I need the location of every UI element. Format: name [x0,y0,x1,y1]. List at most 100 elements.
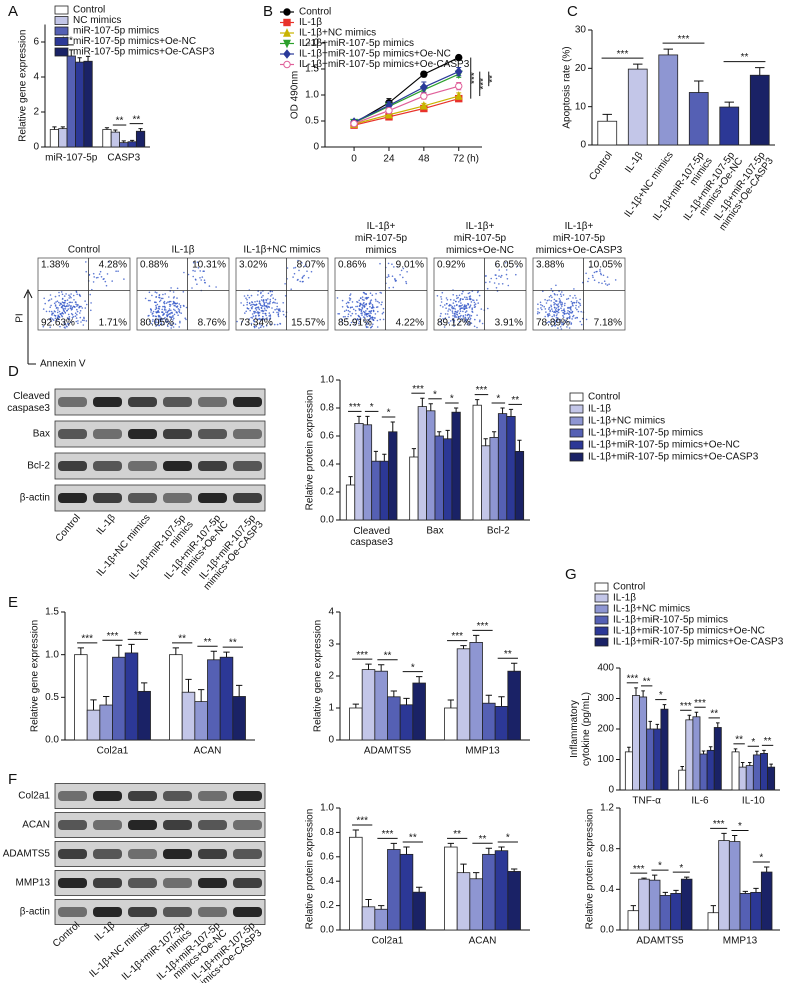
flow-dot [341,306,344,308]
y-tick-label: 1.0 [45,649,59,660]
flow-dot [441,323,443,325]
flow-dot [368,310,371,313]
error-bar [373,450,378,462]
x-tick-label: 24 [383,154,395,165]
significance-label: ** [643,677,651,688]
flow-dot [453,305,456,307]
blot-band [93,493,122,503]
flow-dot [504,262,507,264]
flow-dot [258,300,261,303]
bar [658,54,679,146]
significance-label: ** [134,630,142,641]
flow-dot [471,299,474,301]
blot-band [58,397,87,407]
flow-dot [453,325,455,327]
bar [627,910,640,931]
x-tick-label: IL-6 [691,796,709,807]
flow-dot [86,303,88,306]
y-tick-label: 6 [33,37,39,48]
blot-band [198,429,227,439]
flow-dot [301,262,303,264]
blot-strip [54,420,266,448]
flow-dot [448,316,450,319]
legend-swatch [54,26,69,36]
flow-dot [576,308,578,311]
blot-row-label: β-actin [20,493,50,504]
flow-dot [172,297,175,299]
y-label-group: Relative protein expression [585,809,596,930]
flow-dot [579,298,581,301]
error-bar [511,868,518,872]
flow-dot [387,274,390,276]
flow-dot [155,307,158,310]
flow-dot [553,304,555,306]
flow-dot [572,315,574,318]
bar [58,128,68,148]
flow-dot [546,313,549,316]
error-bar [701,750,706,755]
bar [749,74,770,146]
legend-label: IL-1β+miR-107-5p mimics+Oe-CASP3 [299,59,470,70]
error-bar [390,421,395,432]
x-tick-label: IL-10 [742,796,765,807]
y-axis-label: Inflammatorycytokine (pg/mL) [569,692,592,766]
flow-dot [446,302,448,305]
blot-band [198,849,227,859]
flow-dot [95,277,98,279]
flow-dot [365,312,367,315]
bar [624,751,633,791]
flow-dot [559,293,562,296]
flow-dot [161,311,164,314]
y-tick-label: 0.6 [320,431,334,442]
significance-label: ** [504,649,512,660]
blot-band [128,493,157,503]
y-tick-label: 0.8 [600,843,614,854]
series-line [353,73,459,124]
significance-label: ** [741,52,749,63]
flow-dot [265,301,267,304]
flow-dot [476,314,478,317]
y-tick-label: 0.0 [45,735,59,746]
bar [443,438,453,521]
significance-label: ** [487,75,498,83]
blot-band [233,849,262,859]
error-bar [762,749,766,754]
flow-dot [187,273,190,276]
flow-dot [575,304,577,307]
bar [760,871,773,931]
flow-dot [608,283,610,286]
flow-dot [551,308,553,310]
flow-dot [258,327,260,329]
flow-dot [569,311,572,314]
flow-dot [61,293,64,296]
flow-dot [271,293,273,296]
flow-dot [54,317,57,320]
flow-dot [208,285,211,287]
flow-dot [253,320,256,323]
flow-dot [260,324,263,327]
flow-dot [444,313,447,315]
flow-dot [111,280,113,282]
flow-dot [469,317,472,320]
flow-dot [460,304,463,307]
flow-dot [85,320,88,322]
legend-marker [283,49,291,59]
blot-row-label: ACAN [22,820,50,831]
flow-dot [246,298,248,301]
flow-dot [71,301,73,304]
y-tick-label: 1.0 [305,90,319,101]
flow-dot [279,323,282,325]
flow-dot [173,304,175,307]
flow-dot [348,301,350,304]
legend-label: IL-1β+NC mimics [299,28,376,39]
flow-dot [269,317,272,319]
flow-dot [97,276,99,279]
bar [494,706,509,741]
flow-dot [458,294,461,297]
flow-dot [273,301,275,304]
flow-dot [366,313,369,315]
flow-dot [59,302,62,305]
flow-dot [548,299,550,301]
flow-dot [259,326,262,329]
flow-dot [58,318,60,320]
